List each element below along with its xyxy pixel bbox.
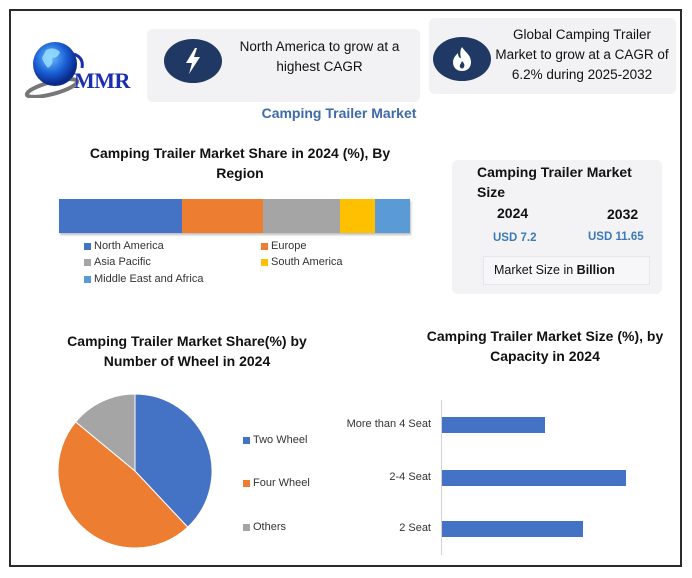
bar-segment — [181, 199, 263, 233]
legend-others: Others — [243, 521, 286, 533]
value-2032: USD 11.65 — [588, 231, 644, 243]
swatch — [261, 242, 268, 250]
legend-europe: Europe — [261, 240, 306, 252]
global-cagr-card: Global Camping Trailer Market to grow at… — [429, 18, 676, 94]
pie-slice — [74, 393, 136, 473]
capacity-label: 2 Seat — [399, 522, 431, 534]
mmr-logo: MMR — [22, 38, 137, 99]
year-2032: 2032 — [607, 206, 639, 222]
market-size-unit: Market Size in Billion — [483, 256, 650, 285]
pie-slice — [134, 393, 213, 528]
legend-north-america: North America — [84, 240, 164, 252]
legend-four-wheel: Four Wheel — [243, 477, 310, 489]
capacity-label: More than 4 Seat — [346, 418, 431, 430]
wheel-pie-chart — [57, 393, 213, 549]
swatch — [243, 523, 250, 531]
legend-south-america: South America — [261, 256, 343, 268]
lightning-icon — [164, 39, 222, 83]
swatch — [243, 436, 250, 444]
legend-two-wheel: Two Wheel — [243, 434, 307, 446]
capacity-bar — [442, 417, 545, 433]
pie-slice — [57, 421, 189, 549]
swatch — [84, 275, 91, 283]
bar-segment — [59, 199, 182, 233]
north-america-cagr-card: North America to grow at a highest CAGR — [147, 29, 420, 102]
north-america-cagr-text: North America to grow at a highest CAGR — [239, 39, 400, 74]
region-stacked-bar — [59, 199, 410, 233]
logo-text: MMR — [74, 68, 130, 93]
value-2024: USD 7.2 — [493, 232, 537, 244]
global-cagr-text: Global Camping Trailer Market to grow at… — [495, 27, 669, 82]
globe-icon — [24, 42, 84, 99]
bar-segment — [339, 199, 375, 233]
flame-icon — [433, 37, 491, 81]
capacity-chart-title: Camping Trailer Market Size (%), by Capa… — [426, 328, 664, 364]
legend-middle-east-africa: Middle East and Africa — [84, 273, 203, 285]
region-chart-title: Camping Trailer Market Share in 2024 (%)… — [89, 145, 391, 181]
swatch — [84, 258, 91, 266]
swatch — [261, 258, 268, 266]
legend-asia-pacific: Asia Pacific — [84, 256, 151, 268]
swatch — [243, 479, 250, 487]
bar-segment — [262, 199, 340, 233]
market-size-card: Camping Trailer Market Size 2024 2032 US… — [452, 160, 662, 294]
swatch — [84, 242, 91, 250]
market-size-title: Camping Trailer Market Size — [477, 164, 632, 200]
bar-segment — [374, 199, 410, 233]
page-title: Camping Trailer Market — [261, 105, 417, 121]
capacity-bar — [442, 470, 626, 486]
capacity-bar — [442, 521, 584, 537]
year-2024: 2024 — [497, 205, 529, 221]
capacity-label: 2-4 Seat — [389, 471, 431, 483]
wheel-chart-title: Camping Trailer Market Share(%) by Numbe… — [67, 333, 307, 369]
capacity-axis-line — [441, 400, 442, 555]
